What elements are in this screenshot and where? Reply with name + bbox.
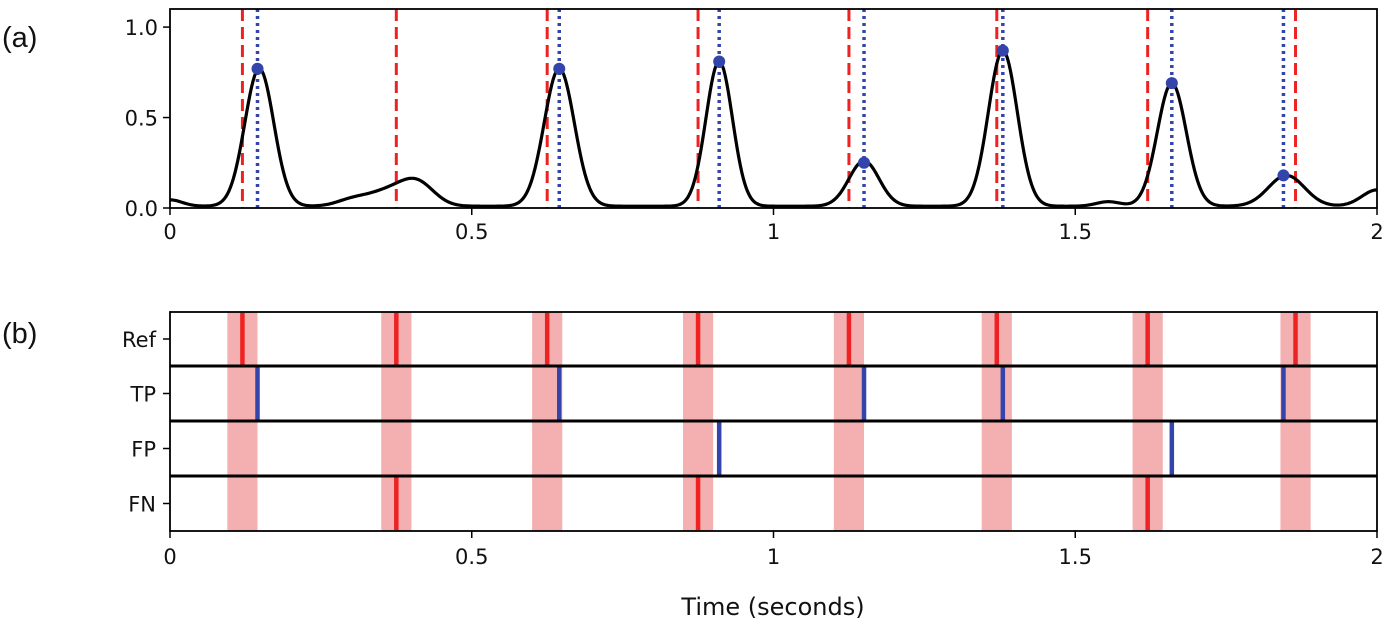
a-xtick-label-4: 2 bbox=[1370, 220, 1383, 244]
b-xtick-label-2: 1 bbox=[767, 545, 780, 569]
panel-label-b: (b) bbox=[2, 318, 37, 350]
a-ytick-label-2: 1.0 bbox=[125, 16, 158, 40]
peak-marker-2 bbox=[713, 55, 726, 68]
panel-label-a: (a) bbox=[2, 22, 37, 54]
a-ytick-label-0: 0.0 bbox=[125, 197, 158, 221]
row-label-fp: FP bbox=[131, 438, 156, 462]
a-xtick-label-3: 1.5 bbox=[1059, 220, 1092, 244]
row-label-ref: Ref bbox=[122, 328, 157, 352]
a-ytick-label-1: 0.5 bbox=[125, 107, 158, 131]
signal-line bbox=[170, 48, 1377, 208]
b-xtick-label-1: 0.5 bbox=[455, 545, 488, 569]
peak-marker-4 bbox=[996, 44, 1009, 57]
panel-a-signal-plot: 0 0.5 1 1.5 2 0.0 0.5 1.0 bbox=[125, 8, 1384, 244]
row-label-tp: TP bbox=[130, 383, 157, 407]
b-xtick-label-4: 2 bbox=[1370, 545, 1383, 569]
a-xtick-label-2: 1 bbox=[767, 220, 780, 244]
row-label-fn: FN bbox=[128, 493, 156, 517]
x-axis-label: Time (seconds) bbox=[680, 593, 864, 621]
panel-b-event-raster: Ref TP FP FN 0 0.5 1 1.5 2 bbox=[122, 311, 1384, 569]
a-xtick-label-1: 0.5 bbox=[455, 220, 488, 244]
peak-marker-1 bbox=[553, 62, 566, 75]
peak-marker-3 bbox=[858, 156, 871, 169]
b-xtick-label-0: 0 bbox=[163, 545, 176, 569]
a-xtick-label-0: 0 bbox=[163, 220, 176, 244]
peak-marker-0 bbox=[251, 62, 264, 75]
peak-marker-6 bbox=[1277, 169, 1290, 182]
b-xtick-label-3: 1.5 bbox=[1059, 545, 1092, 569]
peak-marker-5 bbox=[1165, 77, 1178, 90]
